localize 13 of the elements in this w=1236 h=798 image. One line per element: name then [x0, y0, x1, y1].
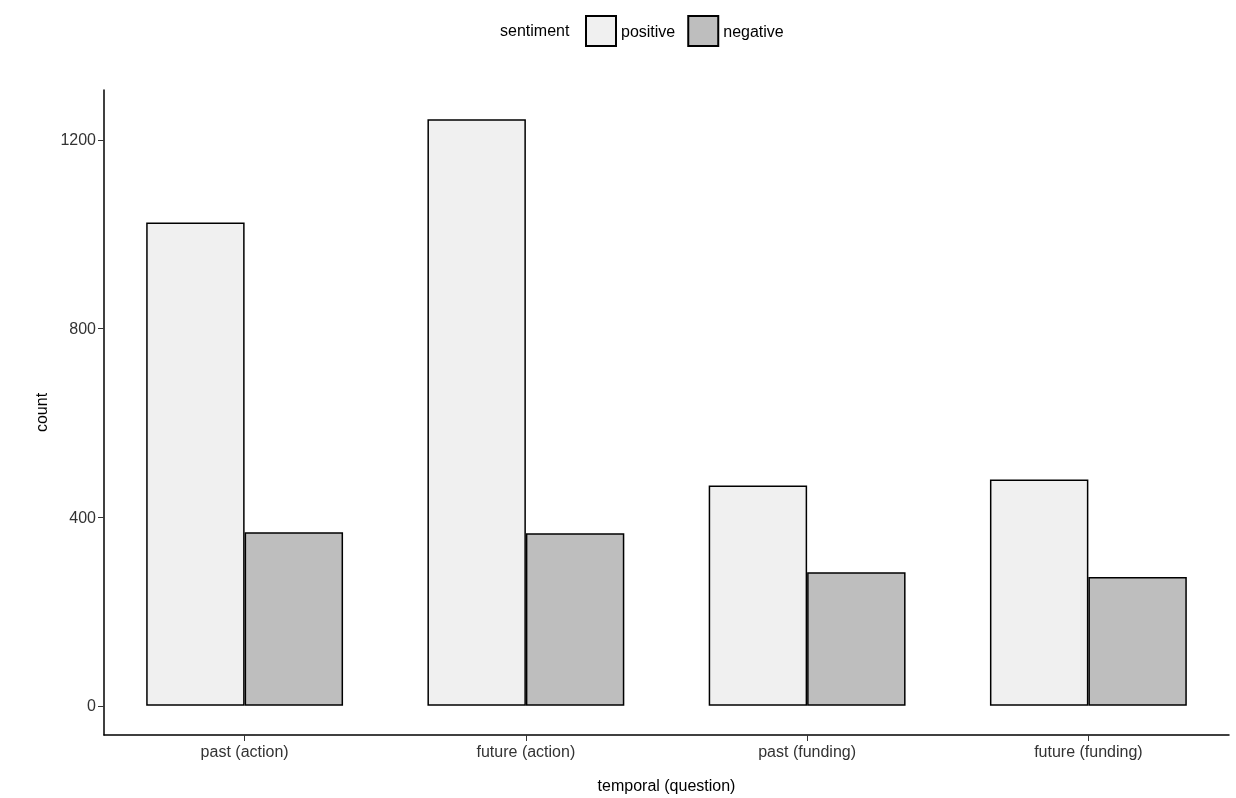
- x-tick-label: future (action): [476, 742, 576, 760]
- y-axis-title: count: [32, 392, 50, 433]
- y-tick-label: 800: [69, 320, 97, 338]
- x-tick-label: past (funding): [758, 742, 857, 760]
- x-axis-title: temporal (question): [597, 776, 736, 794]
- y-tick-label: 0: [87, 697, 97, 715]
- legend-title: sentiment: [500, 21, 570, 39]
- x-tick-label: past (action): [200, 742, 289, 760]
- x-tick-label: future (funding): [1034, 742, 1143, 760]
- legend-label: positive: [621, 22, 676, 40]
- y-tick-label: 1200: [60, 131, 97, 149]
- legend-label: negative: [723, 22, 784, 40]
- y-tick-label: 400: [69, 508, 97, 526]
